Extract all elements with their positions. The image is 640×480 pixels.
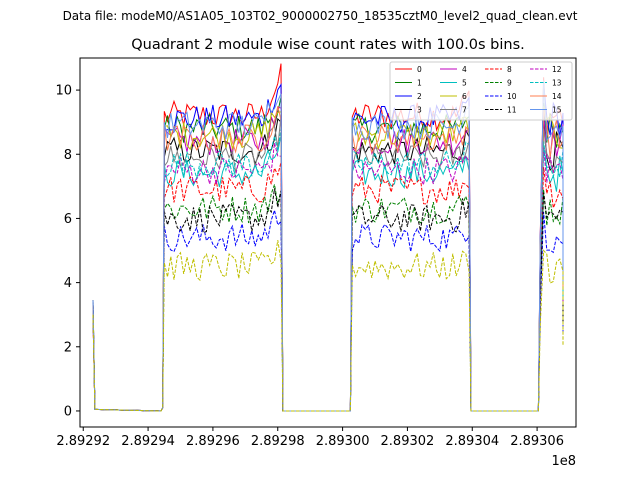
y-axis: 0 2 4 6 8 10 (55, 84, 80, 419)
y-tick-label: 0 (64, 404, 72, 419)
series-line-13 (92, 127, 564, 412)
legend-label-14: 14 (552, 92, 562, 101)
x-tick-label: 2.89306 (510, 434, 564, 449)
legend-label-1: 1 (417, 79, 422, 88)
figure-suptitle: Data file: modeM0/AS1A05_103T02_90000027… (63, 9, 578, 23)
y-tick-label: 2 (64, 340, 72, 355)
x-tick-label: 2.89298 (251, 434, 305, 449)
x-tick-label: 2.89292 (56, 434, 110, 449)
legend-label-9: 9 (507, 79, 512, 88)
plot-area (79, 57, 577, 428)
axes-frame (79, 57, 577, 428)
legend-label-12: 12 (552, 65, 562, 74)
legend-label-7: 7 (462, 106, 467, 115)
series-line-14 (92, 106, 564, 412)
legend-label-5: 5 (462, 79, 467, 88)
legend-label-3: 3 (417, 106, 422, 115)
legend-label-15: 15 (552, 106, 562, 115)
y-tick-label: 10 (55, 84, 72, 99)
legend-label-0: 0 (417, 65, 422, 74)
legend-label-10: 10 (507, 92, 517, 101)
legend-label-4: 4 (462, 65, 467, 74)
chart-title: Quadrant 2 module wise count rates with … (131, 37, 525, 53)
y-tick-label: 6 (64, 212, 72, 227)
y-tick-label: 4 (64, 276, 72, 291)
legend-label-8: 8 (507, 65, 512, 74)
series-line-4 (92, 106, 564, 412)
y-tick-label: 8 (64, 148, 72, 163)
x-tick-label: 2.89294 (121, 434, 175, 449)
legend-label-13: 13 (552, 79, 562, 88)
x-tick-label: 2.89296 (186, 434, 240, 449)
series-layer (92, 63, 564, 412)
legend-label-11: 11 (507, 106, 517, 115)
x-offset-label: 1e8 (551, 454, 576, 469)
x-tick-label: 2.89302 (381, 434, 435, 449)
series-line-11 (92, 188, 564, 412)
legend-box (389, 61, 573, 121)
series-line-7 (92, 115, 564, 412)
series-line-15 (92, 80, 564, 412)
series-line-10 (92, 208, 564, 412)
x-tick-label: 2.89300 (316, 434, 370, 449)
series-line-8 (92, 162, 564, 412)
x-tick-label: 2.89304 (445, 434, 499, 449)
legend-label-6: 6 (462, 92, 467, 101)
legend-label-2: 2 (417, 92, 422, 101)
series-line-extra (92, 240, 564, 412)
series-line-5 (92, 135, 564, 412)
series-line-3 (92, 117, 564, 412)
x-axis: 2.89292 2.89294 2.89296 2.89298 2.89300 2.893… (56, 427, 564, 449)
